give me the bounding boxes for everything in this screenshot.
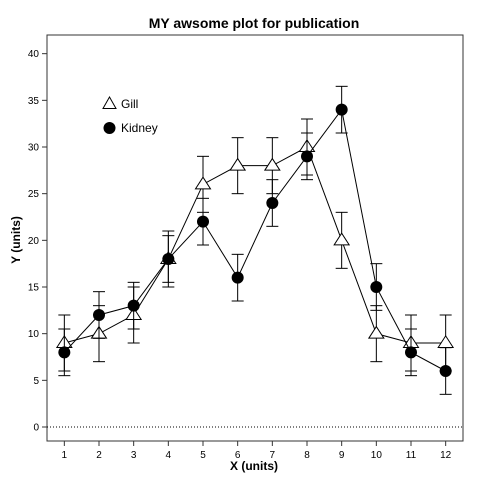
x-tick-label: 4	[166, 450, 172, 461]
x-tick-label: 8	[304, 450, 310, 461]
data-point-kidney	[405, 346, 417, 359]
data-point-kidney	[127, 299, 140, 312]
y-axis: 0 5 10 15 20 25 30 35 40	[28, 49, 47, 434]
data-point-kidney	[197, 215, 209, 228]
data-point-kidney	[93, 309, 105, 321]
y-tick-label: 20	[28, 236, 40, 247]
x-axis: 1 2 3 4 5 6 7 8 9 10 11 12	[62, 441, 452, 461]
legend-marker-gill	[102, 95, 117, 109]
data-point-kidney	[335, 103, 348, 116]
legend-label-gill: Gill	[121, 97, 138, 111]
y-tick-label: 15	[28, 283, 40, 294]
y-tick-label: 0	[33, 423, 39, 434]
x-tick-label: 9	[339, 450, 345, 461]
data-point-kidney	[58, 346, 71, 359]
series-layer	[55, 85, 455, 395]
data-point-kidney	[266, 197, 279, 209]
x-tick-label: 3	[131, 450, 137, 461]
x-tick-label: 10	[371, 450, 383, 461]
x-tick-label: 12	[440, 450, 452, 461]
x-tick-label: 7	[270, 450, 276, 461]
data-point-kidney	[439, 365, 452, 377]
y-tick-label: 5	[33, 376, 39, 387]
data-point-kidney	[301, 150, 313, 163]
series-line-kidney	[63, 108, 446, 372]
data-point-gill	[229, 157, 247, 171]
data-point-kidney	[231, 271, 244, 284]
data-point-gill	[437, 334, 455, 348]
y-tick-label: 40	[28, 49, 40, 60]
x-tick-label: 11	[406, 450, 417, 461]
series-gill	[55, 118, 455, 372]
x-tick-label: 1	[62, 450, 68, 461]
data-point-kidney	[162, 253, 175, 265]
data-point-gill	[263, 157, 281, 171]
y-tick-label: 10	[28, 329, 40, 340]
x-tick-label: 5	[200, 450, 206, 461]
plot-frame	[46, 34, 464, 442]
data-point-gill	[367, 325, 385, 339]
legend: Gill Kidney	[102, 95, 158, 135]
x-tick-label: 2	[96, 450, 102, 461]
series-kidney	[58, 85, 452, 395]
y-tick-label: 30	[28, 143, 40, 154]
series-line-gill	[64, 146, 446, 344]
legend-marker-kidney	[103, 122, 116, 134]
y-tick-label: 25	[28, 189, 40, 200]
y-tick-label: 35	[28, 96, 40, 107]
x-axis-label: X (units)	[230, 459, 278, 473]
y-axis-label: Y (units)	[9, 216, 23, 264]
data-point-gill	[333, 232, 351, 246]
data-point-gill	[194, 176, 212, 190]
chart-title: MY awsome plot for publication	[149, 15, 360, 31]
data-point-kidney	[370, 281, 383, 293]
legend-label-kidney: Kidney	[121, 121, 158, 135]
x-tick-label: 6	[235, 450, 241, 461]
